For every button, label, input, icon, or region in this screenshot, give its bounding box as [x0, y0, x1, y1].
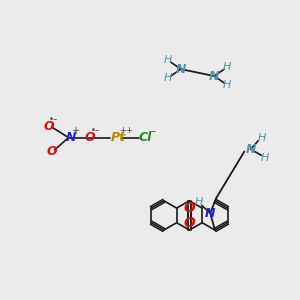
Text: O: O [184, 216, 195, 230]
Text: O: O [44, 120, 54, 133]
Text: O: O [184, 201, 195, 215]
Text: +: + [72, 126, 80, 136]
Text: H: H [164, 73, 172, 83]
Text: H: H [260, 153, 269, 163]
Text: N: N [209, 70, 220, 83]
Text: Pt: Pt [110, 131, 126, 144]
Text: N: N [245, 143, 256, 156]
Text: H: H [257, 133, 266, 142]
Text: •–: •– [91, 126, 100, 135]
Text: O: O [46, 145, 57, 158]
Text: H: H [164, 55, 172, 65]
Text: Cl: Cl [139, 131, 152, 144]
Text: ++: ++ [119, 126, 133, 135]
Text: –: – [151, 126, 155, 136]
Text: H: H [194, 197, 203, 207]
Text: •–: •– [49, 116, 58, 124]
Text: N: N [205, 207, 215, 220]
Text: H: H [223, 80, 232, 90]
Text: N: N [176, 63, 186, 76]
Text: H: H [223, 62, 232, 72]
Text: O: O [85, 131, 95, 144]
Text: N: N [66, 131, 76, 144]
